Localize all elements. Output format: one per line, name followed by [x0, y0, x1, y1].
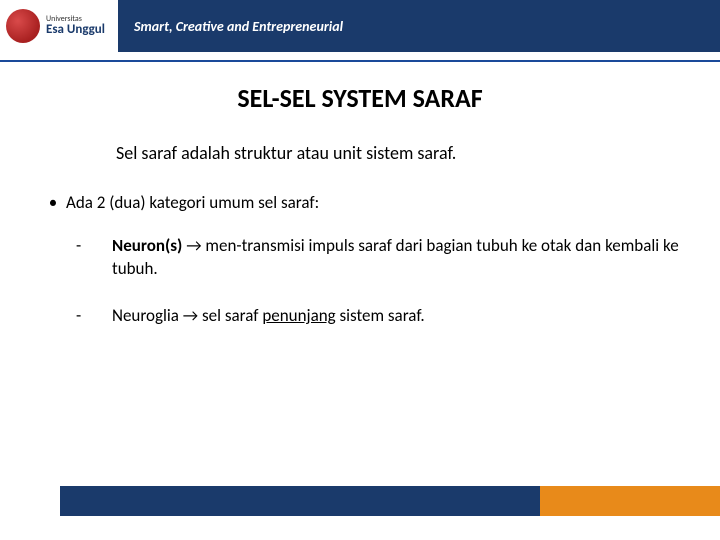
header-bar: Universitas Esa Unggul Smart, Creative a…: [0, 0, 720, 52]
header-underline: [0, 60, 720, 62]
dash-marker: -: [66, 235, 112, 281]
header-tagline: Smart, Creative and Entrepreneurial: [134, 18, 343, 35]
slide-title: SEL-SEL SYSTEM SARAF: [40, 82, 680, 114]
dash-marker: -: [66, 305, 112, 328]
logo-name-label: Esa Unggul: [46, 23, 105, 37]
logo-icon: [6, 9, 40, 43]
footer-orange-segment: [540, 486, 720, 516]
sub2-mid: sel saraf: [198, 305, 262, 326]
sub-item-1: - Neuron(s) → men-transmisi impuls saraf…: [66, 235, 680, 281]
arrow-icon: →: [183, 305, 198, 326]
footer-dark-segment: [60, 486, 540, 516]
sub2-term: Neuroglia: [112, 305, 179, 326]
intro-text: Sel saraf adalah struktur atau unit sist…: [116, 142, 680, 164]
slide-content: SEL-SEL SYSTEM SARAF Sel saraf adalah st…: [0, 52, 720, 328]
footer-bar: [60, 486, 720, 516]
bullet-1: • Ada 2 (dua) kategori umum sel saraf:: [40, 192, 680, 213]
sub-item-1-text: Neuron(s) → men-transmisi impuls saraf d…: [112, 235, 680, 281]
sub1-term: Neuron(s): [112, 235, 182, 256]
sub2-end: sistem saraf.: [336, 305, 425, 326]
logo-text: Universitas Esa Unggul: [46, 15, 105, 37]
arrow-icon: →: [186, 235, 201, 256]
bullet-marker: •: [40, 192, 66, 213]
sub2-underline: penunjang: [262, 305, 335, 326]
sub-item-2-text: Neuroglia → sel saraf penunjang sistem s…: [112, 305, 425, 328]
bullet-1-text: Ada 2 (dua) kategori umum sel saraf:: [66, 192, 319, 213]
logo-box: Universitas Esa Unggul: [0, 0, 118, 52]
sub-item-2: - Neuroglia → sel saraf penunjang sistem…: [66, 305, 680, 328]
